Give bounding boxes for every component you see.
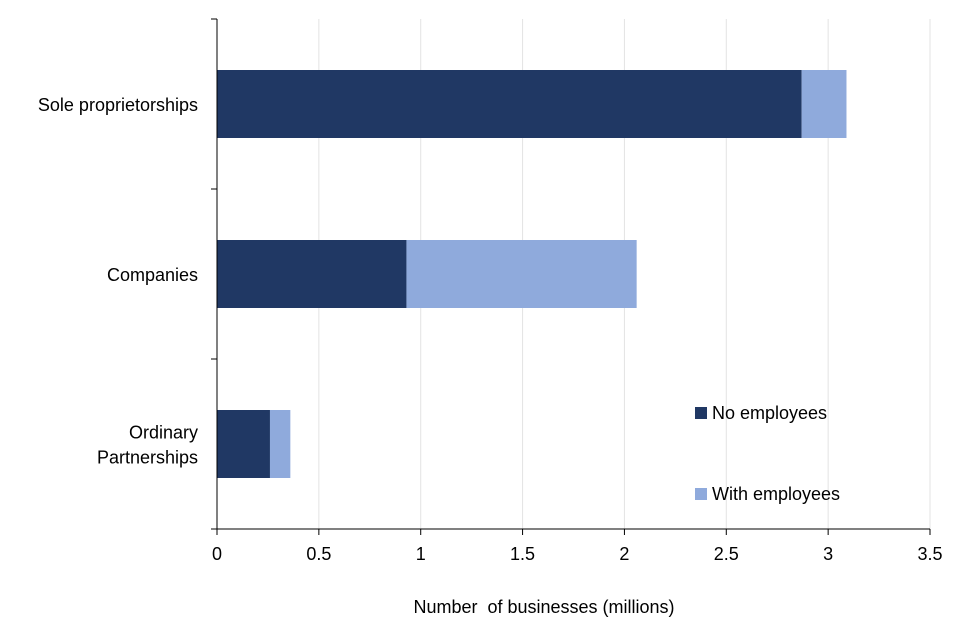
x-axis-title: Number of businesses (millions) — [413, 597, 674, 617]
bar-no-employees — [217, 70, 802, 138]
x-tick-label: 3.5 — [917, 544, 942, 564]
x-tick-label: 0 — [212, 544, 222, 564]
category-label: Partnerships — [97, 448, 198, 468]
category-label: Ordinary — [129, 423, 198, 443]
bar-no-employees — [217, 240, 407, 308]
legend-label: No employees — [712, 403, 827, 423]
category-labels: Sole proprietorships Companies Ordinary Par… — [38, 95, 198, 468]
category-label: Sole proprietorships — [38, 95, 198, 115]
x-tick-label: 2.5 — [714, 544, 739, 564]
legend-swatch — [695, 488, 707, 500]
x-tick-label: 1.5 — [510, 544, 535, 564]
x-tick-labels: 0 0.5 1 1.5 2 2.5 3 3.5 — [212, 544, 943, 564]
bar-with-employees — [406, 240, 637, 308]
x-tick-label: 3 — [823, 544, 833, 564]
bar-no-employees — [217, 410, 270, 478]
legend-swatch — [695, 407, 707, 419]
axes — [211, 18, 931, 535]
category-label: Companies — [107, 265, 198, 285]
bar-with-employees — [269, 410, 291, 478]
x-tick-label: 0.5 — [306, 544, 331, 564]
x-tick-label: 1 — [416, 544, 426, 564]
x-tick-label: 2 — [619, 544, 629, 564]
legend: No employees With employees — [695, 403, 840, 504]
bars — [217, 70, 847, 478]
legend-label: With employees — [712, 484, 840, 504]
bar-with-employees — [801, 70, 847, 138]
